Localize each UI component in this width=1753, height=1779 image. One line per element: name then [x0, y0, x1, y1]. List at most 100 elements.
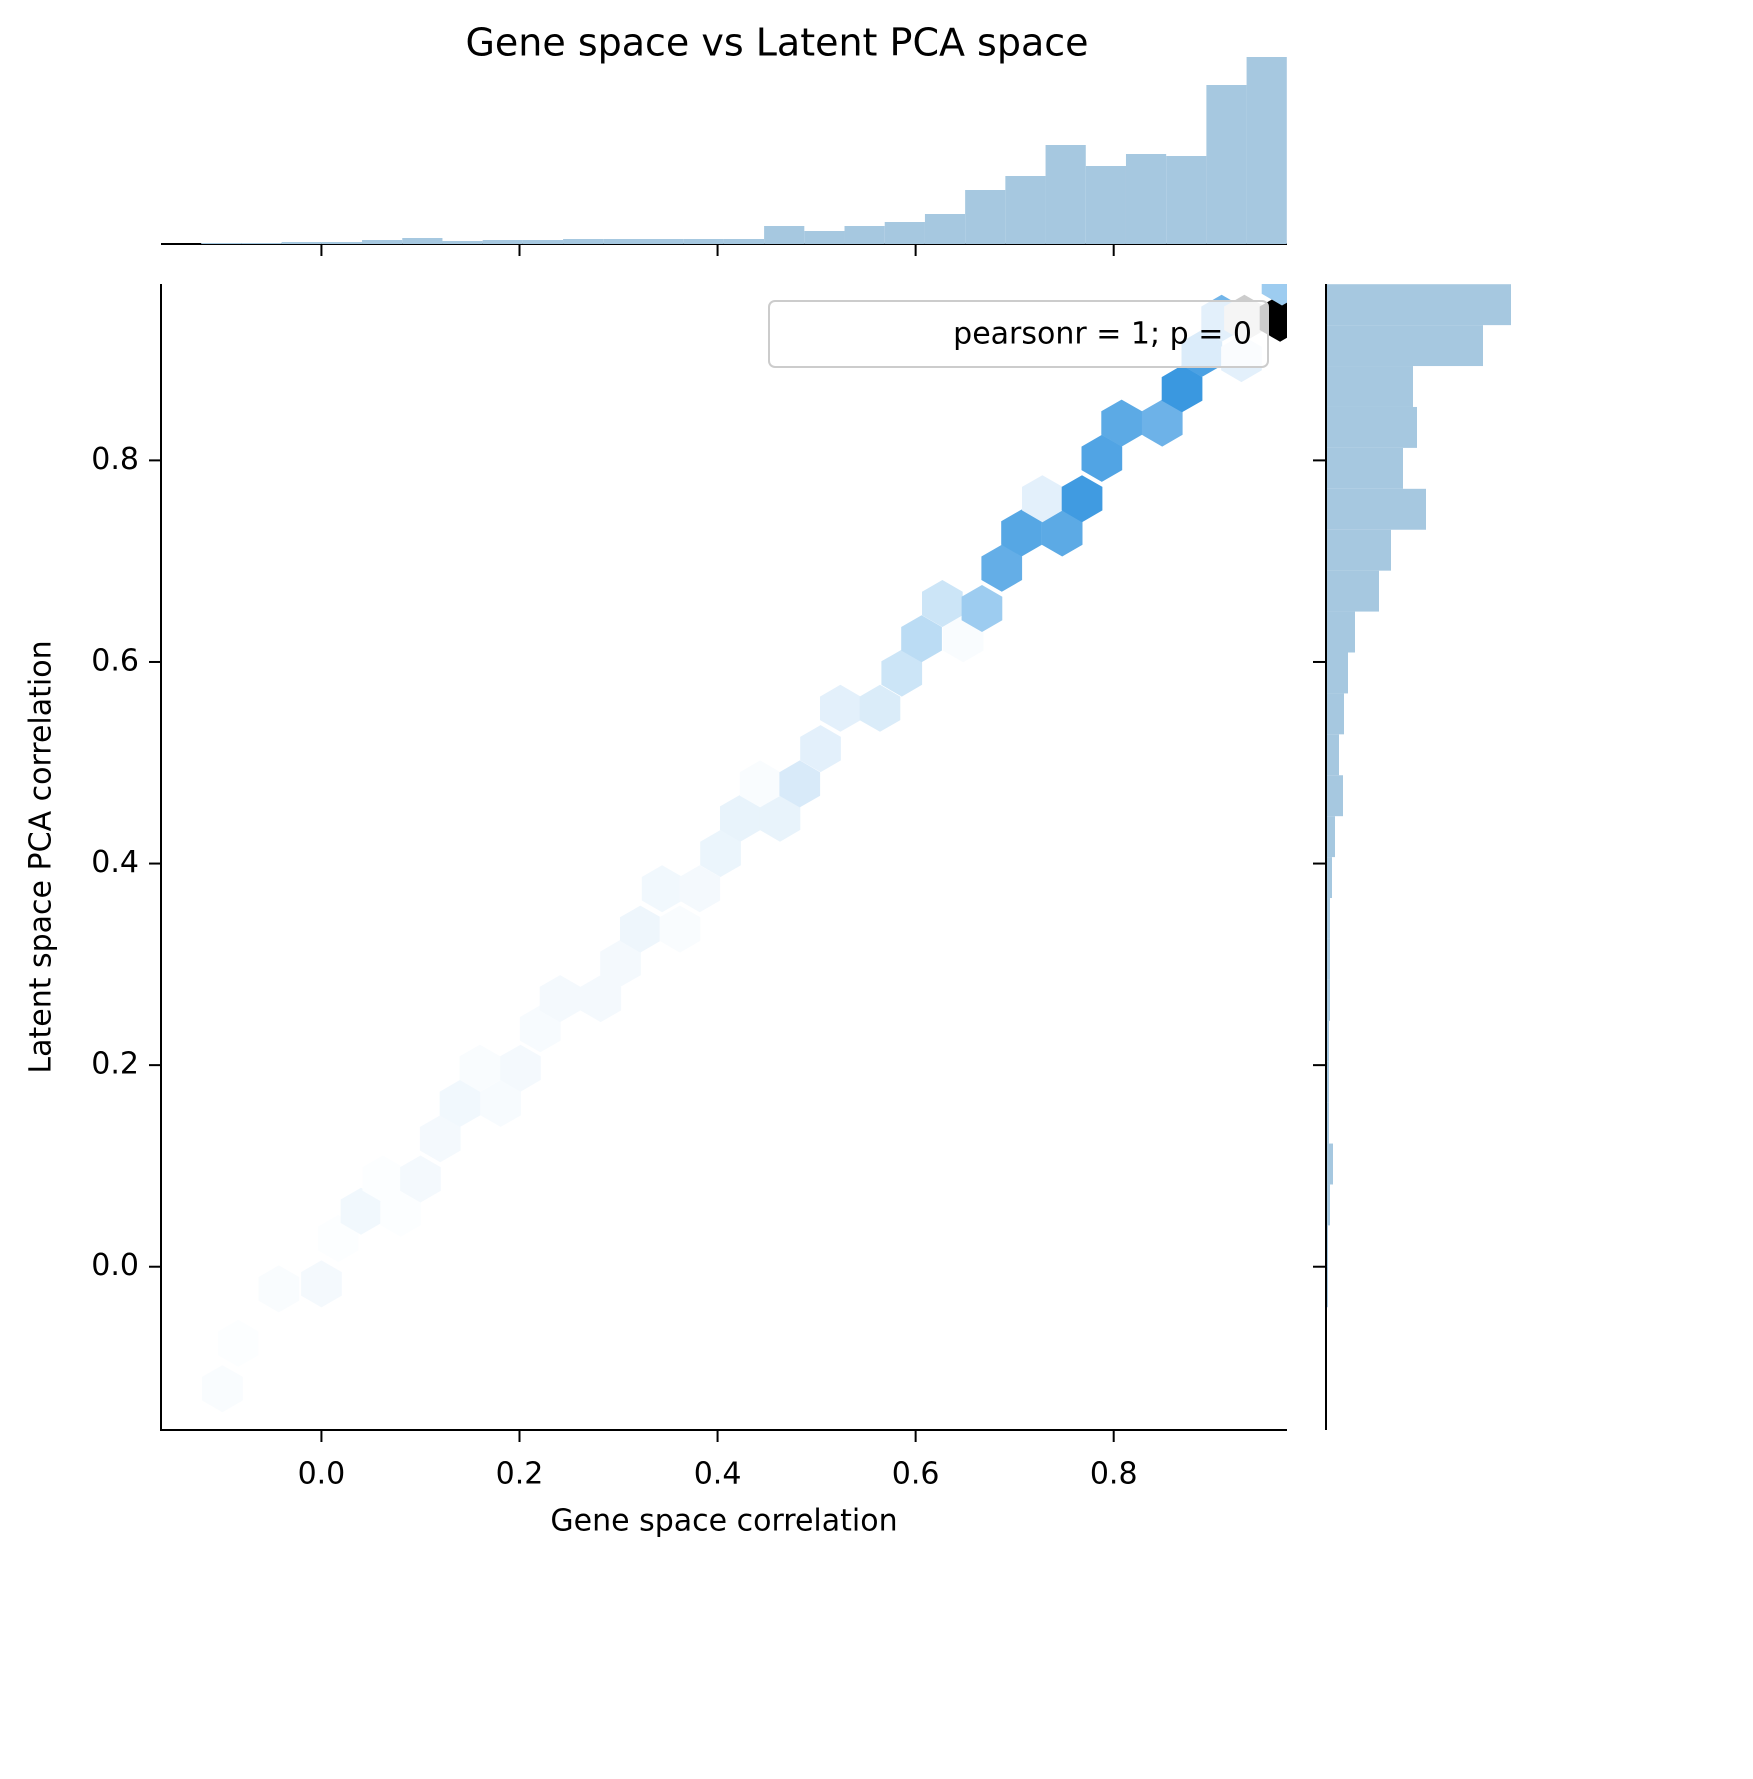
top-hist-bar	[563, 239, 604, 244]
y-axis-label: Latent space PCA correlation	[24, 640, 59, 1073]
x-axis-label: Gene space correlation	[550, 1504, 897, 1539]
hex-cell	[362, 1155, 404, 1203]
right-hist-bar	[1327, 611, 1355, 653]
x-tick-label: 0.4	[694, 1457, 742, 1492]
hex-cell	[539, 975, 581, 1023]
hex-cell	[679, 865, 721, 913]
hex-cell	[459, 1044, 501, 1092]
hex-cell	[779, 760, 821, 808]
hex-cell	[258, 1265, 300, 1313]
y-tick-label: 0.2	[91, 1047, 139, 1082]
right-hist-bar	[1327, 529, 1391, 571]
hex-cell	[739, 760, 781, 808]
top-hist-bar	[1166, 156, 1207, 244]
hex-cell	[400, 1155, 441, 1203]
hex-cell	[620, 905, 661, 953]
right-hist-bar	[1327, 693, 1344, 735]
hex-cell	[700, 830, 741, 877]
hex-cell	[1141, 399, 1183, 447]
top-hist-bar	[924, 214, 966, 244]
hex-cell	[942, 615, 984, 663]
top-hist-bar	[1005, 176, 1046, 244]
right-hist-bar	[1327, 816, 1335, 858]
x-tick-label: 0.2	[496, 1457, 544, 1492]
top-hist-bar	[643, 239, 684, 244]
hex-cell	[480, 1079, 521, 1127]
hex-cell	[820, 684, 861, 732]
right-hist-bar	[1327, 325, 1483, 367]
legend-box	[768, 300, 1269, 368]
hex-cell	[439, 1079, 481, 1127]
right-hist-bar	[1327, 979, 1330, 1021]
hex-cell	[1161, 365, 1203, 413]
right-hist-bar	[1327, 488, 1426, 530]
hex-cell	[901, 615, 942, 663]
right-hist-bar	[1327, 734, 1339, 776]
top-hist-bar	[1125, 154, 1167, 244]
hex-cell	[981, 544, 1023, 592]
y-tick-label: 0.6	[91, 643, 139, 678]
right-hist-bar	[1327, 366, 1413, 407]
top-hist-bar	[281, 242, 322, 244]
hex-cell	[759, 794, 801, 842]
right-hist-bar	[1327, 1143, 1333, 1185]
right-hist-bar	[1327, 1225, 1328, 1267]
x-tick-label: 0.0	[298, 1457, 346, 1492]
top-hist-bar	[723, 239, 765, 244]
top-hist-bar	[1045, 145, 1086, 244]
hex-cell	[380, 1189, 421, 1237]
top-hist-bar	[683, 239, 724, 244]
hex-cell	[1041, 509, 1083, 557]
hex-cell	[800, 725, 841, 773]
top-hist-bar	[482, 240, 523, 244]
top-hist-bar	[522, 240, 564, 244]
hex-cell	[600, 939, 641, 987]
hex-cell	[1261, 284, 1287, 306]
right-hist-bar	[1327, 1020, 1329, 1062]
hex-cell	[580, 975, 622, 1023]
right-hist-bar	[1327, 1184, 1330, 1226]
hex-cell	[1001, 509, 1042, 557]
right-hist-bar	[1327, 652, 1348, 694]
top-hist-bar	[321, 242, 363, 244]
hex-cell	[519, 1005, 561, 1053]
right-hist-bar	[1327, 406, 1417, 448]
top-hist-bar	[362, 240, 403, 244]
hex-cell	[419, 1115, 461, 1163]
x-tick-label: 0.8	[1090, 1457, 1138, 1492]
right-hist-bar	[1327, 775, 1343, 817]
top-hist-bar	[844, 226, 885, 244]
top-hist-bar	[965, 190, 1006, 244]
y-tick-label: 0.8	[91, 442, 139, 477]
right-hist-bar	[1327, 857, 1332, 899]
right-hist-bar	[1327, 447, 1403, 489]
hex-cell	[500, 1044, 541, 1092]
right-hist-bar	[1327, 1266, 1328, 1308]
right-hist-bar	[1327, 284, 1511, 326]
hex-cell	[1061, 475, 1103, 523]
top-hist-bar	[1085, 166, 1126, 244]
hex-cell	[1022, 475, 1063, 523]
top-hist-bar	[764, 226, 805, 244]
hexbin-plot	[202, 284, 1287, 1413]
x-tick-label: 0.6	[892, 1457, 940, 1492]
top-hist-bar	[1206, 85, 1247, 244]
top-hist-bar	[1246, 57, 1287, 244]
top-hist-bar	[603, 239, 644, 244]
top-hist-bar	[884, 222, 925, 244]
right-hist-bar	[1327, 938, 1330, 980]
hex-cell	[301, 1260, 342, 1308]
legend-text: pearsonr = 1; p = 0	[953, 317, 1252, 352]
right-hist-bar	[1327, 570, 1379, 612]
hex-cell	[961, 585, 1003, 632]
top-hist-bar	[201, 243, 242, 244]
hex-cell	[659, 905, 701, 953]
hex-cell	[1101, 399, 1142, 447]
y-tick-label: 0.0	[91, 1248, 139, 1283]
hex-cell	[859, 684, 901, 732]
right-hist-bar	[1327, 898, 1330, 939]
hex-cell	[922, 580, 963, 627]
hex-cell	[217, 1319, 259, 1367]
top-hist-bar	[402, 238, 443, 244]
